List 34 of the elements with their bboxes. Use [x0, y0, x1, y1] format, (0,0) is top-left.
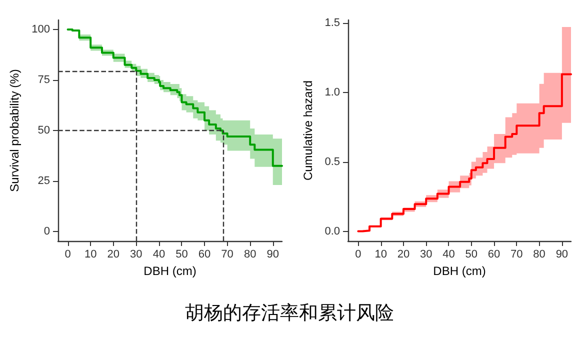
- x-tick-label: 20: [107, 248, 120, 260]
- x-tick-label: 60: [488, 248, 500, 260]
- text: 胡杨的存活率和累计风险: [184, 302, 395, 326]
- y-axis-title: Survival probability (%): [8, 69, 22, 192]
- y-tick-label: 100: [32, 23, 50, 36]
- x-tick-label: 50: [176, 248, 188, 260]
- y-tick-label: 0.0: [324, 225, 340, 238]
- x-tick-label: 70: [221, 248, 234, 260]
- x-tick-label: 80: [533, 248, 546, 260]
- y-tick-label: 1.0: [324, 86, 340, 98]
- x-tick-label: 0: [355, 248, 362, 260]
- y-tick-label: 25: [38, 175, 50, 188]
- x-tick-label: 20: [397, 248, 410, 260]
- x-tick-label: 40: [442, 248, 455, 260]
- x-tick-label: 90: [266, 248, 280, 260]
- x-tick-label: 30: [420, 248, 432, 260]
- x-tick-label: 30: [130, 248, 142, 260]
- x-axis-title: DBH (cm): [433, 264, 486, 278]
- y-tick-label: 75: [38, 74, 50, 86]
- x-tick-label: 10: [374, 248, 387, 260]
- x-tick-label: 80: [244, 248, 256, 260]
- x-tick-label: 0: [64, 248, 71, 260]
- x-tick-label: 40: [152, 248, 166, 260]
- x-tick-label: 50: [465, 248, 478, 260]
- x-tick-label: 10: [84, 248, 97, 260]
- y-tick-label: 1.5: [324, 16, 340, 29]
- x-tick-label: 90: [556, 248, 568, 260]
- x-tick-label: 70: [510, 248, 523, 260]
- x-axis-title: DBH (cm): [144, 264, 196, 278]
- y-tick-label: 0: [44, 226, 50, 238]
- y-axis-title: Cumulative hazard: [300, 80, 315, 181]
- y-tick-label: 50: [38, 124, 50, 136]
- y-tick-label: 0.5: [324, 156, 340, 168]
- x-tick-label: 60: [198, 248, 211, 260]
